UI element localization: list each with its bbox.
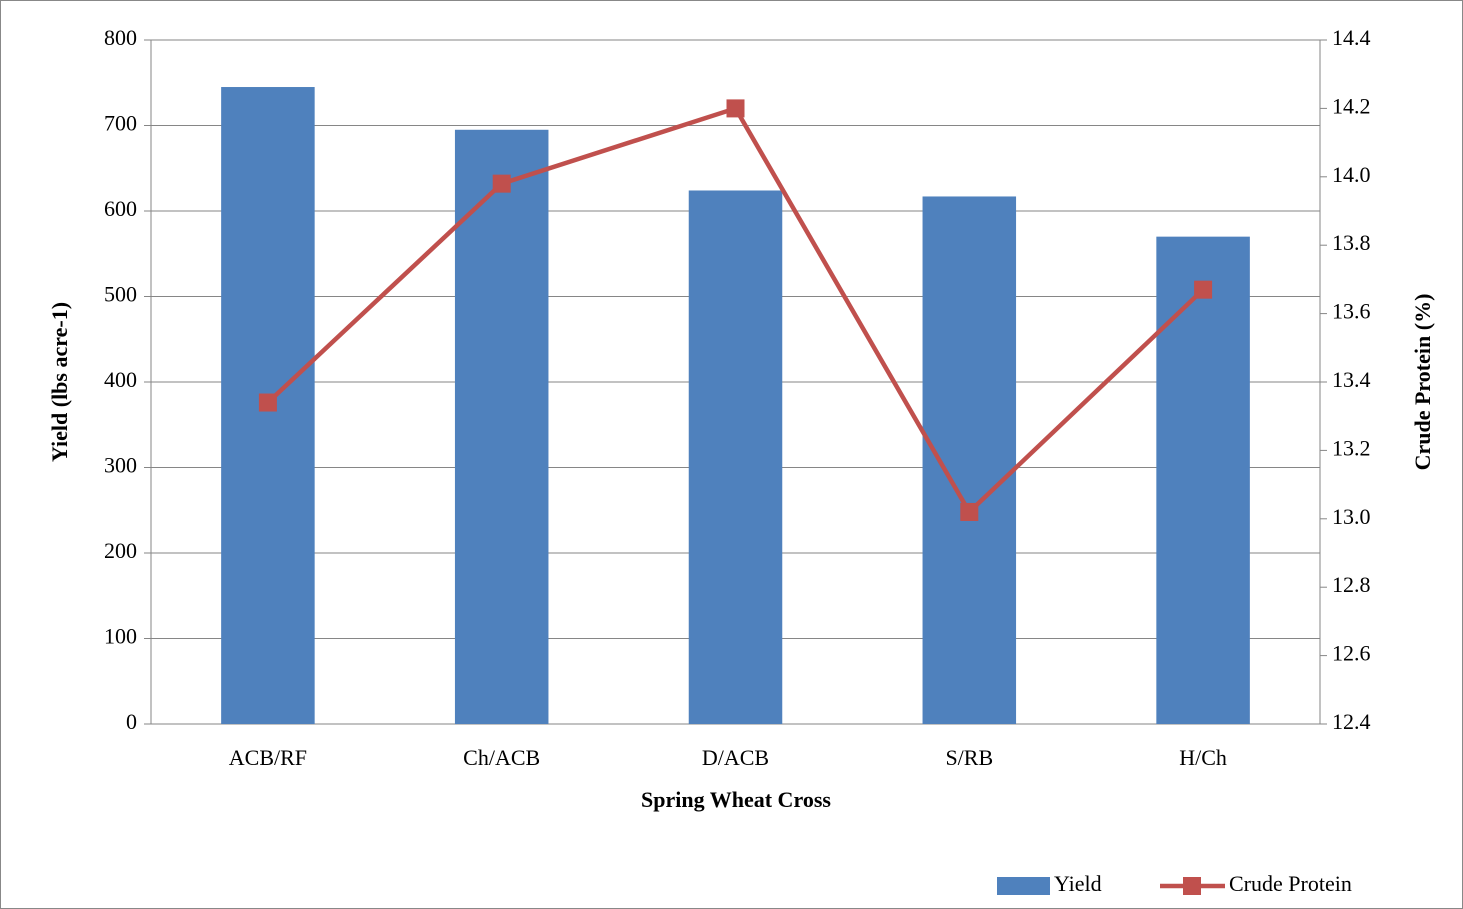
bar xyxy=(1156,236,1250,724)
x-tick-label: Ch/ACB xyxy=(463,745,540,770)
y2-tick-label: 13.0 xyxy=(1332,504,1371,529)
y2-tick-label: 12.4 xyxy=(1332,709,1371,734)
marker xyxy=(960,502,979,521)
y-tick-label: 400 xyxy=(104,367,137,392)
y-tick-label: 500 xyxy=(104,282,137,307)
y-tick-label: 300 xyxy=(104,453,137,478)
bar xyxy=(922,196,1017,725)
y2-tick-label: 12.8 xyxy=(1332,572,1371,597)
y2-tick-label: 12.6 xyxy=(1332,641,1371,666)
x-tick-label: D/ACB xyxy=(702,745,769,770)
marker xyxy=(726,99,745,118)
y2-tick-label: 14.0 xyxy=(1332,162,1371,187)
y2-tick-label: 13.8 xyxy=(1332,230,1371,255)
y2-tick-label: 13.4 xyxy=(1332,367,1371,392)
y-tick-label: 800 xyxy=(104,25,137,50)
legend-label: Crude Protein xyxy=(1229,871,1352,896)
x-tick-label: S/RB xyxy=(945,745,993,770)
legend-swatch xyxy=(997,877,1050,895)
legend-label: Yield xyxy=(1054,871,1102,896)
bar xyxy=(454,129,549,724)
y-tick-label: 600 xyxy=(104,196,137,221)
y2-tick-label: 13.6 xyxy=(1332,299,1371,324)
marker xyxy=(492,174,511,193)
x-tick-label: H/Ch xyxy=(1179,745,1227,770)
y-tick-label: 100 xyxy=(104,624,137,649)
marker xyxy=(258,393,277,412)
x-tick-label: ACB/RF xyxy=(229,745,307,770)
y2-tick-label: 14.4 xyxy=(1332,25,1371,50)
x-axis-title: Spring Wheat Cross xyxy=(641,787,831,812)
y-tick-label: 700 xyxy=(104,111,137,136)
y2-axis-title: Crude Protein (%) xyxy=(1410,294,1435,471)
marker xyxy=(1194,280,1213,299)
bar xyxy=(688,190,783,725)
y2-tick-label: 13.2 xyxy=(1332,435,1371,460)
y-axis-title: Yield (lbs acre-1) xyxy=(47,302,72,462)
y-tick-label: 0 xyxy=(126,709,137,734)
y-tick-label: 200 xyxy=(104,538,137,563)
y2-tick-label: 14.2 xyxy=(1332,93,1371,118)
legend-marker xyxy=(1183,877,1201,895)
